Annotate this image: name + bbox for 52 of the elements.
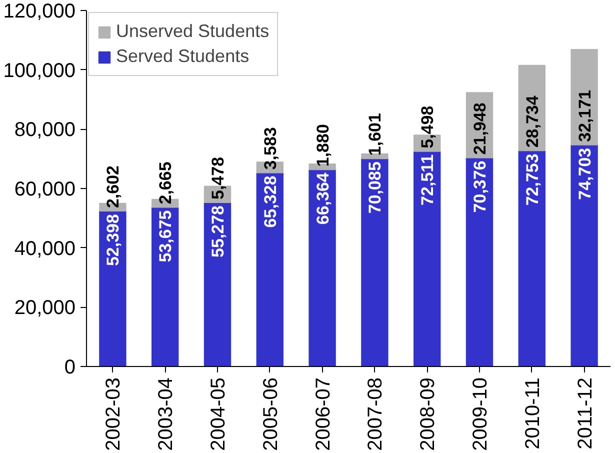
data-label: 72,511 <box>418 154 438 206</box>
data-label: 32,171 <box>575 90 594 142</box>
data-label: 21,948 <box>470 102 490 155</box>
data-label: 70,085 <box>366 162 385 214</box>
bar <box>570 48 598 146</box>
bar <box>256 172 284 366</box>
bar <box>99 210 126 366</box>
x-tick-label: 2007-08 <box>364 377 387 451</box>
bar <box>361 153 388 160</box>
bar <box>361 158 388 366</box>
x-tick-label: 2002-03 <box>102 377 125 451</box>
x-tick-label: 2004-05 <box>208 377 230 451</box>
x-tick-label: 2008-09 <box>417 377 440 451</box>
bar <box>308 169 336 366</box>
bar <box>570 144 598 366</box>
data-label: 5,478 <box>208 156 228 200</box>
data-label: 66,364 <box>313 172 332 225</box>
y-tick-label: 0 <box>64 356 76 378</box>
bar <box>152 206 179 366</box>
data-label: 55,278 <box>208 206 228 258</box>
bar <box>204 202 232 366</box>
data-label: 3,583 <box>260 127 280 170</box>
data-label: 72,753 <box>522 154 542 206</box>
legend-label: Served Students <box>116 46 250 67</box>
bar <box>414 150 441 366</box>
data-label: 53,675 <box>156 210 176 262</box>
data-label: 1,880 <box>313 124 332 167</box>
y-tick-label: 100,000 <box>3 60 76 82</box>
y-tick-label: 120,000 <box>3 0 76 22</box>
data-label: 65,328 <box>260 176 280 228</box>
bar <box>308 164 336 170</box>
data-label: 1,601 <box>366 113 385 156</box>
data-label: 2,665 <box>156 162 176 204</box>
data-label: 2,602 <box>104 166 123 208</box>
x-tick-label: 2003-04 <box>155 377 178 451</box>
data-label: 70,376 <box>470 160 490 213</box>
x-tick-label: 2010-11 <box>522 377 544 450</box>
data-label: 52,398 <box>104 214 123 266</box>
x-tick-label: 2005-06 <box>260 377 282 451</box>
data-label: 5,498 <box>418 106 438 148</box>
data-label: 74,703 <box>575 148 594 200</box>
y-tick-label: 20,000 <box>14 297 76 320</box>
x-tick-label: 2006-07 <box>312 377 334 451</box>
data-label: 28,734 <box>522 95 542 148</box>
y-tick-label: 80,000 <box>14 119 76 142</box>
x-tick-label: 2011-12 <box>574 377 596 450</box>
legend-label: Unserved Students <box>116 21 270 42</box>
bar <box>466 157 494 366</box>
bar <box>518 150 546 366</box>
y-tick-label: 60,000 <box>14 178 76 200</box>
y-tick-label: 40,000 <box>14 238 76 260</box>
x-tick-label: 2009-10 <box>470 377 492 451</box>
